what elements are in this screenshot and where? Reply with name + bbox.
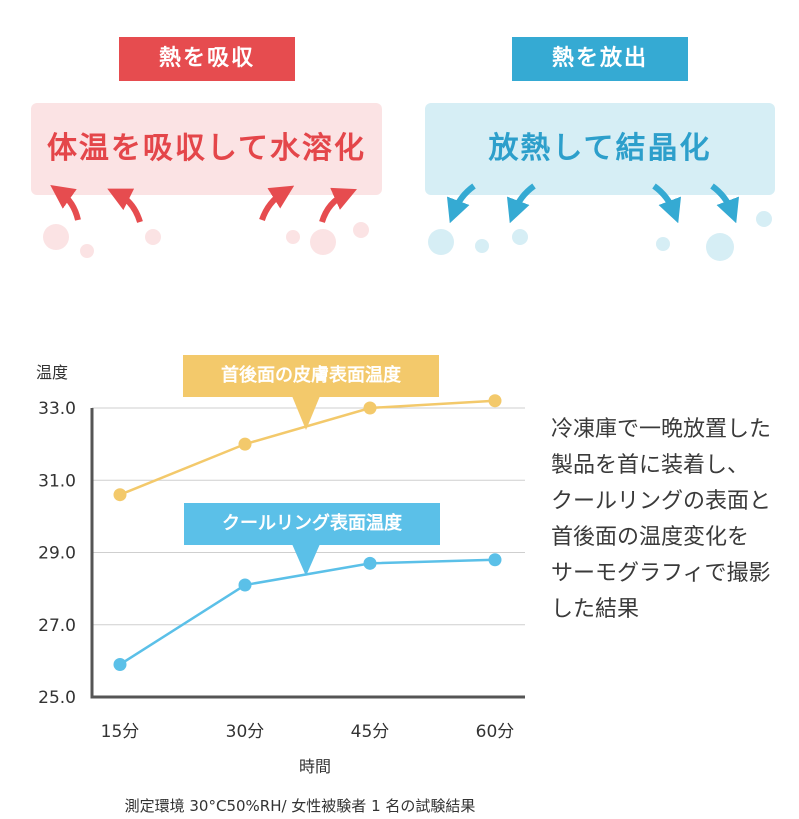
- x-axis-label: 時間: [299, 757, 331, 776]
- data-point: [238, 578, 252, 592]
- callout-pointer: [292, 544, 320, 576]
- series-legend-ring-surface: クールリング表面温度: [184, 503, 440, 545]
- release-description-panel: 放熱して結晶化: [425, 103, 775, 195]
- data-point: [363, 401, 377, 415]
- series-legend-neck-skin: 首後面の皮膚表面温度: [183, 355, 439, 397]
- x-tick-label: 15分: [101, 722, 140, 742]
- y-tick-label: 29.0: [38, 544, 76, 564]
- data-point: [238, 437, 252, 451]
- absorb-description-panel: 体温を吸収して水溶化: [31, 103, 382, 195]
- heat-down-arrow-icon: [652, 183, 682, 224]
- x-tick-label: 60分: [476, 722, 515, 742]
- note-line: クールリングの表面と: [551, 489, 772, 514]
- y-tick-label: 31.0: [38, 471, 76, 491]
- heat-up-arrow-icon: [259, 185, 295, 222]
- data-point: [488, 394, 502, 408]
- note-line: 冷凍庫で一晩放置した: [551, 417, 772, 442]
- y-tick-label: 33.0: [38, 399, 76, 419]
- x-tick-label: 45分: [351, 722, 390, 742]
- callout-pointer: [292, 396, 320, 430]
- note-line: サーモグラフィで撮影: [551, 561, 771, 586]
- heat-up-arrow-icon: [319, 187, 357, 223]
- heat-up-arrow-icon: [50, 185, 81, 221]
- heat-down-arrow-icon: [506, 183, 536, 224]
- release-heat-tag: 熱を放出: [512, 37, 688, 81]
- heat-flow-illustration: [43, 183, 772, 261]
- temperature-line-chart: 温度 33.0 31.0 29.0 27.0 25.0 15分 30分 45分 60分 時間: [36, 363, 525, 776]
- note-line: 製品を首に装着し、: [551, 453, 750, 478]
- heat-up-arrow-icon: [107, 188, 143, 223]
- y-tick-label: 25.0: [38, 688, 76, 708]
- data-point: [488, 553, 502, 567]
- data-point: [113, 488, 127, 502]
- blue-bubbles: [428, 211, 772, 261]
- heat-down-arrow-icon: [710, 183, 740, 224]
- series-line: [119, 558, 496, 666]
- heat-down-arrow-icon: [446, 183, 476, 224]
- x-tick-label: 30分: [226, 722, 265, 742]
- y-axis-label: 温度: [36, 363, 68, 382]
- note-line: 首後面の温度変化を: [551, 525, 750, 550]
- red-bubbles: [43, 222, 369, 258]
- measurement-footnote: 測定環境 30°C50%RH/ 女性被験者 1 名の試験結果: [124, 797, 476, 815]
- data-point: [113, 657, 127, 671]
- absorb-heat-tag: 熱を吸収: [119, 37, 295, 81]
- y-tick-label: 27.0: [38, 616, 76, 636]
- data-point: [363, 556, 377, 570]
- test-description: 冷凍庫で一晩放置した 製品を首に装着し、 クールリングの表面と 首後面の温度変化…: [551, 412, 799, 628]
- note-line: した結果: [551, 597, 640, 622]
